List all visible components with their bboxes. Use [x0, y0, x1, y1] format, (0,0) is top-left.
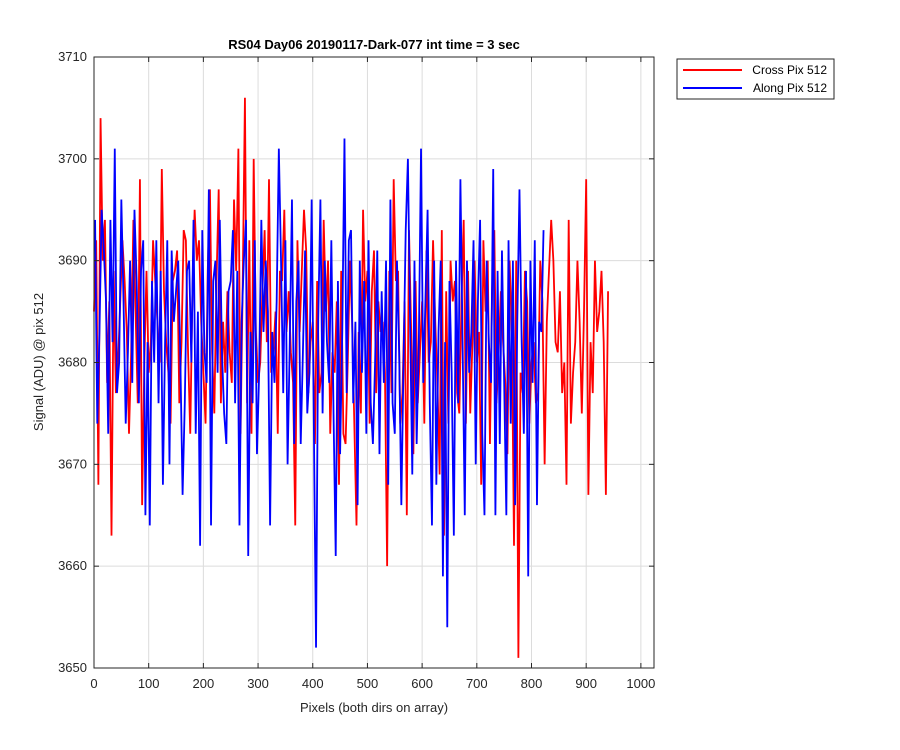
chart-title: RS04 Day06 20190117-Dark-077 int time = … — [228, 37, 520, 52]
x-tick-label: 900 — [575, 676, 597, 691]
x-axis-label: Pixels (both dirs on array) — [300, 700, 448, 715]
y-tick-label: 3700 — [58, 151, 87, 166]
x-tick-label: 600 — [411, 676, 433, 691]
legend: Cross Pix 512 Along Pix 512 — [676, 58, 835, 100]
x-tick-label: 700 — [466, 676, 488, 691]
legend-label-cross: Cross Pix 512 — [752, 63, 827, 77]
series-layer — [93, 97, 609, 658]
y-tick-label: 3710 — [58, 49, 87, 64]
x-tick-label: 300 — [247, 676, 269, 691]
y-tick-label: 3680 — [58, 355, 87, 370]
y-tick-label: 3660 — [58, 558, 87, 573]
y-axis-label: Signal (ADU) @ pix 512 — [31, 293, 46, 431]
x-tick-label: 400 — [302, 676, 324, 691]
x-tick-label: 100 — [138, 676, 160, 691]
y-tick-label: 3690 — [58, 253, 87, 268]
x-tick-label: 1000 — [626, 676, 655, 691]
y-tick-label: 3650 — [58, 660, 87, 675]
axis-ticks: 0 100 200 300 400 500 600 700 800 900 1000 3650 3660… — [58, 49, 655, 691]
x-tick-label: 0 — [90, 676, 97, 691]
x-tick-label: 200 — [193, 676, 215, 691]
x-tick-label: 800 — [521, 676, 543, 691]
legend-label-along: Along Pix 512 — [753, 81, 827, 95]
series-line-along — [94, 138, 545, 648]
x-tick-label: 500 — [357, 676, 379, 691]
legend-box — [676, 58, 835, 100]
y-tick-label: 3670 — [58, 456, 87, 471]
